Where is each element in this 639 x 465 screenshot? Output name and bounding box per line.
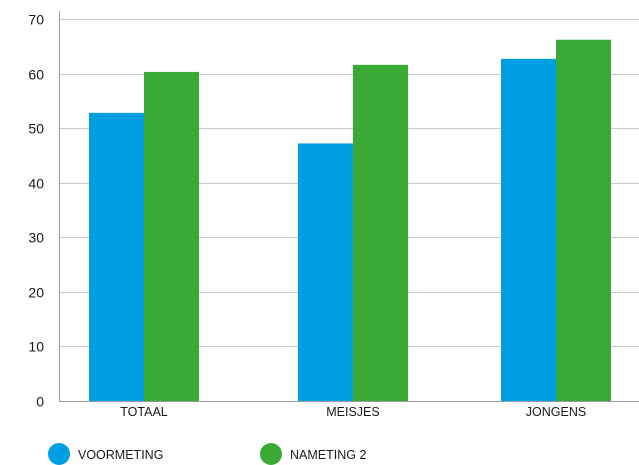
legend-swatch [260, 443, 282, 465]
legend-swatch [48, 443, 70, 465]
y-tick-label: 0 [36, 394, 44, 410]
bar-totaal-voormeting [89, 112, 144, 401]
bar-totaal-nameting-2 [144, 71, 199, 401]
category-label: MEISJES [326, 405, 380, 419]
legend-label: NAMETING 2 [290, 448, 366, 462]
legend-label: VOORMETING [78, 448, 163, 462]
category-labels: TOTAAL MEISJES JONGENS [120, 405, 586, 419]
y-tick-label: 10 [28, 339, 44, 355]
bars [89, 39, 611, 401]
y-tick-label: 20 [28, 285, 44, 301]
y-tick-label: 50 [28, 121, 44, 137]
category-label: TOTAAL [120, 405, 168, 419]
bar-jongens-nameting-2 [556, 39, 611, 401]
y-tick-labels: 0 10 20 30 40 50 60 70 [28, 12, 44, 410]
bar-meisjes-nameting-2 [353, 64, 408, 401]
category-label: JONGENS [526, 405, 586, 419]
axes [59, 11, 639, 402]
legend: VOORMETING NAMETING 2 [48, 443, 366, 465]
y-tick-label: 60 [28, 67, 44, 83]
y-tick-label: 30 [28, 230, 44, 246]
bar-jongens-voormeting [501, 58, 556, 401]
y-tick-label: 70 [28, 12, 44, 28]
y-tick-label: 40 [28, 176, 44, 192]
bar-meisjes-voormeting [298, 143, 353, 401]
